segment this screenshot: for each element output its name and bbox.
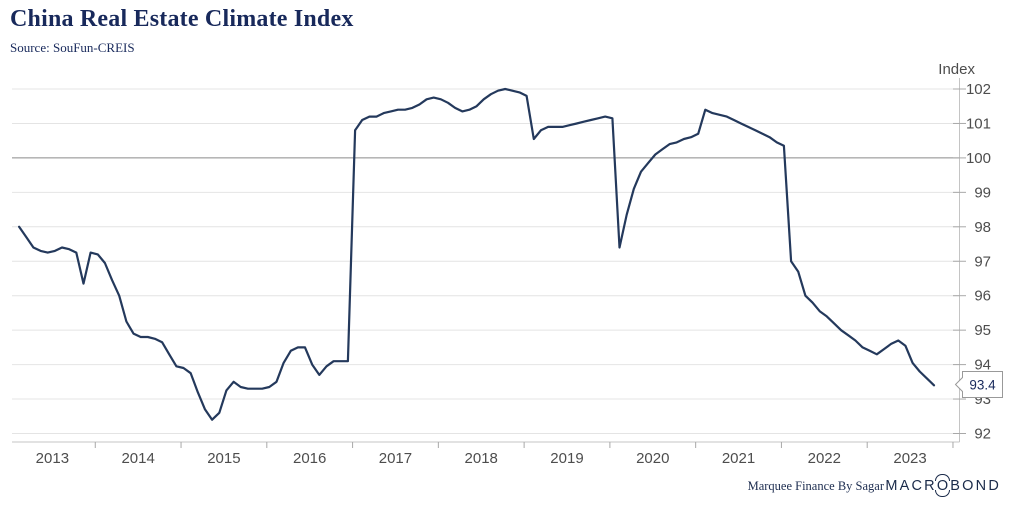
last-value-callout <box>954 371 1003 398</box>
y-tick-label: 95 <box>974 322 991 339</box>
y-tick-label: 92 <box>974 426 991 443</box>
x-tick-label: 2019 <box>550 450 583 467</box>
y-tick-label: 101 <box>966 115 991 132</box>
y-axis-title: Index <box>938 61 975 78</box>
x-tick-label: 2023 <box>893 450 926 467</box>
y-tick-label: 102 <box>966 81 991 98</box>
x-tick-label: 2017 <box>379 450 412 467</box>
logo-text-post: BOND <box>950 478 1001 494</box>
x-tick-label: 2022 <box>808 450 841 467</box>
x-tick-label: 2016 <box>293 450 326 467</box>
logo-text-pre: MACR <box>885 478 937 494</box>
x-tick-label: 2013 <box>36 450 69 467</box>
x-tick-label: 2018 <box>465 450 498 467</box>
logo-o-mark: O <box>934 474 951 497</box>
series-line <box>18 87 936 421</box>
x-tick-label: 2015 <box>207 450 240 467</box>
x-tick-label: 2020 <box>636 450 669 467</box>
y-tick-label: 100 <box>966 150 991 167</box>
y-tick-label: 98 <box>974 219 991 236</box>
x-tick-label: 2014 <box>121 450 154 467</box>
last-value-label: 93.4 <box>969 378 996 393</box>
y-tick-label: 99 <box>974 184 991 201</box>
credit-text: Marquee Finance By Sagar <box>747 479 884 493</box>
y-tick-label: 94 <box>974 357 991 374</box>
source-note: Source: SouFun-CREIS <box>10 40 135 55</box>
y-tick-label: 96 <box>974 288 991 305</box>
macrobond-logo: MACROBOND <box>885 474 1001 497</box>
y-tick-label: 97 <box>974 253 991 270</box>
page-title: China Real Estate Climate Index <box>10 6 354 32</box>
x-tick-label: 2021 <box>722 450 755 467</box>
